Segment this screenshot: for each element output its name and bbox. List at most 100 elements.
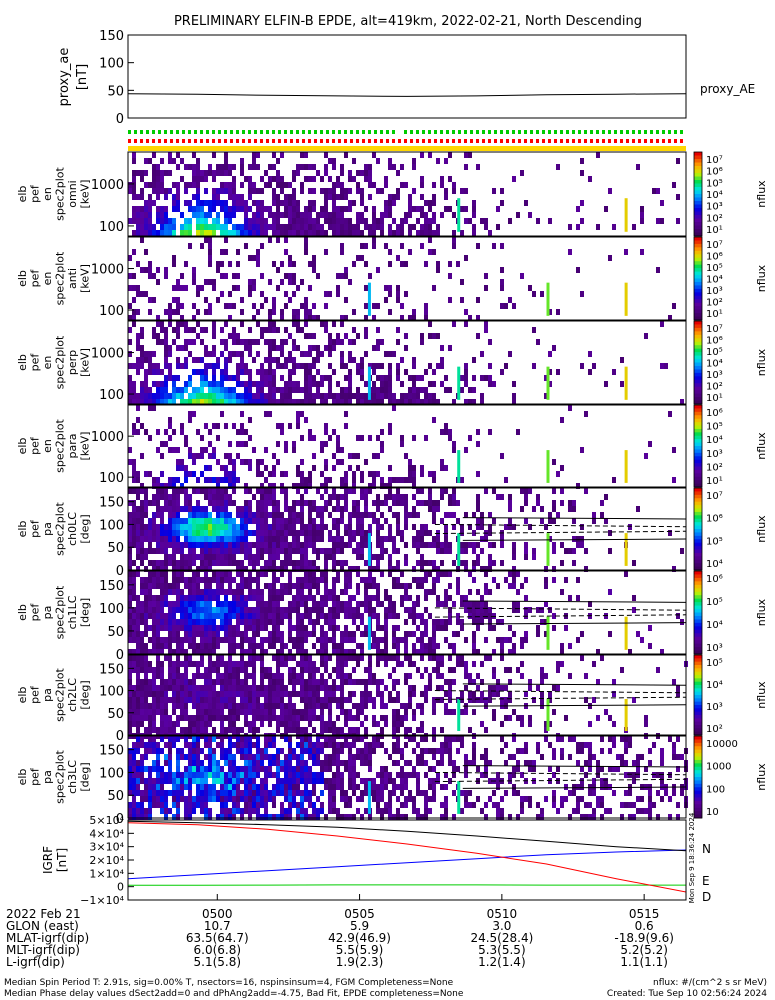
spectrogram-cell	[172, 230, 176, 236]
spectrogram-cell	[204, 423, 208, 429]
spectrogram-cell	[216, 637, 220, 643]
spectrogram-cell	[128, 703, 132, 709]
spectrogram-cell	[144, 691, 148, 697]
spectrogram-cell	[252, 399, 256, 405]
spectrogram-cell	[284, 471, 288, 477]
spectrogram-cell	[252, 285, 256, 291]
spectrogram-cell	[208, 524, 212, 530]
spectrogram-cell	[140, 709, 144, 715]
colorbar-cell	[694, 552, 702, 557]
spectrogram-cell	[284, 381, 288, 387]
colorbar-cell	[694, 302, 702, 307]
spectrogram-cell	[164, 548, 168, 554]
spectrogram-cell	[248, 530, 252, 536]
spectrogram-cell	[364, 164, 368, 170]
spectrogram-cell	[272, 619, 276, 625]
spectrogram-cell	[248, 375, 252, 381]
spectrogram-cell	[148, 471, 152, 477]
spectrogram-cell	[324, 194, 328, 200]
spectrogram-cell	[368, 399, 372, 405]
spectrogram-cell	[432, 417, 436, 423]
colorbar-cell	[694, 162, 702, 167]
spectrogram-cell	[364, 315, 368, 321]
spectrogram-cell	[268, 399, 272, 405]
panel-ylabel-line: en	[41, 356, 54, 370]
spectrogram-cell	[452, 212, 456, 218]
spectrogram-cell	[292, 607, 296, 613]
spectrogram-cell	[172, 577, 176, 583]
spectrogram-cell	[284, 200, 288, 206]
spectrogram-cell	[168, 560, 172, 566]
spectrogram-cell	[180, 399, 184, 405]
spectrogram-cell	[344, 655, 348, 661]
spectrogram-cell	[152, 333, 156, 339]
spectrogram-cell	[264, 536, 268, 542]
colorbar-cell	[694, 348, 702, 353]
spectrogram-cell	[380, 649, 384, 655]
spectrogram-cell	[236, 524, 240, 530]
spectrogram-cell	[488, 554, 492, 560]
spectrogram-cell	[340, 339, 344, 345]
spectrogram-cell	[228, 649, 232, 655]
spectrogram-cell	[408, 583, 412, 589]
spectrogram-cell	[580, 291, 584, 297]
colorbar-cell	[694, 476, 702, 481]
spectrogram-cell	[328, 607, 332, 613]
spectrogram-cell	[356, 542, 360, 548]
spectrogram-cell	[412, 206, 416, 212]
spectrogram-cell	[408, 249, 412, 255]
spectrogram-cell	[136, 357, 140, 363]
spectrogram-cell	[236, 339, 240, 345]
spectrogram-cell	[324, 393, 328, 399]
spectrogram-cell	[304, 500, 308, 506]
status-red-dot	[242, 139, 245, 143]
spectrogram-cell	[512, 524, 516, 530]
spectrogram-cell	[632, 560, 636, 566]
status-green-dot	[434, 130, 437, 134]
spectrogram-cell	[220, 200, 224, 206]
spectrogram-cell	[472, 530, 476, 536]
spectrogram-cell	[192, 554, 196, 560]
spectrogram-cell	[284, 721, 288, 727]
spectrogram-cell	[464, 363, 468, 369]
spectrogram-cell	[476, 441, 480, 447]
spectrogram-cell	[424, 571, 428, 577]
spectrogram-cell	[328, 387, 332, 393]
spectrogram-cell	[420, 339, 424, 345]
spectrogram-cell	[440, 381, 444, 387]
panel-ylabel-line: elb	[16, 521, 29, 538]
spectrogram-cell	[280, 518, 284, 524]
spectrogram-cell	[208, 351, 212, 357]
spectrogram-cell	[196, 613, 200, 619]
spectrogram-cell	[236, 224, 240, 230]
spectrogram-cell	[408, 393, 412, 399]
spectrogram-cell	[220, 536, 224, 542]
spectrogram-cell	[164, 625, 168, 631]
spectrogram-cell	[188, 661, 192, 667]
spectrogram-cell	[392, 566, 396, 572]
spectrogram-cell	[208, 512, 212, 518]
spectrogram-cell	[352, 530, 356, 536]
spectrogram-cell	[600, 500, 604, 506]
spectrogram-cell	[416, 577, 420, 583]
spectrogram-cell	[432, 369, 436, 375]
spectrogram-cell	[356, 715, 360, 721]
spectrogram-cell	[364, 583, 368, 589]
spectrogram-cell	[328, 351, 332, 357]
spectrogram-cell	[136, 429, 140, 435]
spectrogram-cell	[132, 381, 136, 387]
spectrogram-cell	[192, 315, 196, 321]
spectrogram-cell	[384, 715, 388, 721]
spectrogram-cell	[228, 477, 232, 483]
spectrogram-cell	[220, 721, 224, 727]
spectrogram-cell	[280, 542, 284, 548]
spectrogram-cell	[204, 188, 208, 194]
spectrogram-cell	[372, 212, 376, 218]
spectrogram-cell	[248, 589, 252, 595]
spectrogram-cell	[436, 230, 440, 236]
spectrogram-cell	[128, 459, 132, 465]
colorbar-tick-label: 10⁵	[706, 422, 723, 433]
spectrogram-cell	[272, 393, 276, 399]
spectrogram-cell	[516, 429, 520, 435]
spectrogram-cell	[312, 315, 316, 321]
